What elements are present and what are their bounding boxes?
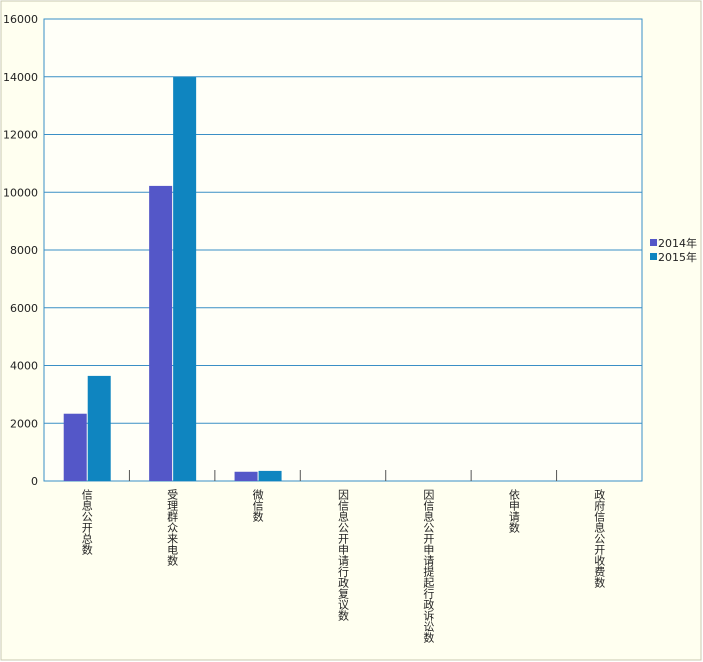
y-tick-label: 0 [31, 475, 38, 488]
y-tick-label: 10000 [3, 186, 38, 199]
legend-swatch [650, 253, 657, 260]
bar [149, 185, 173, 481]
x-tick-label: 因信息公开申请行政复议数 [337, 489, 350, 622]
x-tick-label: 政府信息公开收费数 [593, 488, 606, 589]
bar [173, 77, 197, 481]
y-tick-label: 8000 [10, 244, 38, 257]
x-tick-label: 受理群众来电数 [166, 489, 179, 567]
bar [87, 375, 111, 481]
bar [63, 413, 87, 481]
y-tick-label: 2000 [10, 417, 38, 430]
bar [234, 471, 258, 481]
bar [258, 470, 282, 481]
legend-label: 2014年 [658, 236, 697, 250]
legend-label: 2015年 [658, 250, 697, 264]
legend-swatch [650, 239, 657, 246]
y-tick-label: 14000 [3, 71, 38, 84]
y-tick-label: 6000 [10, 302, 38, 315]
x-tick-label: 信息公开总数 [80, 489, 93, 556]
x-tick-label: 依申请数 [507, 489, 520, 534]
x-tick-label: 微信数 [251, 488, 264, 523]
y-tick-label: 4000 [10, 360, 38, 373]
x-tick-label: 因信息公开申请提起行政诉讼数 [422, 489, 435, 644]
y-tick-label: 16000 [3, 13, 38, 26]
y-tick-label: 12000 [3, 129, 38, 142]
